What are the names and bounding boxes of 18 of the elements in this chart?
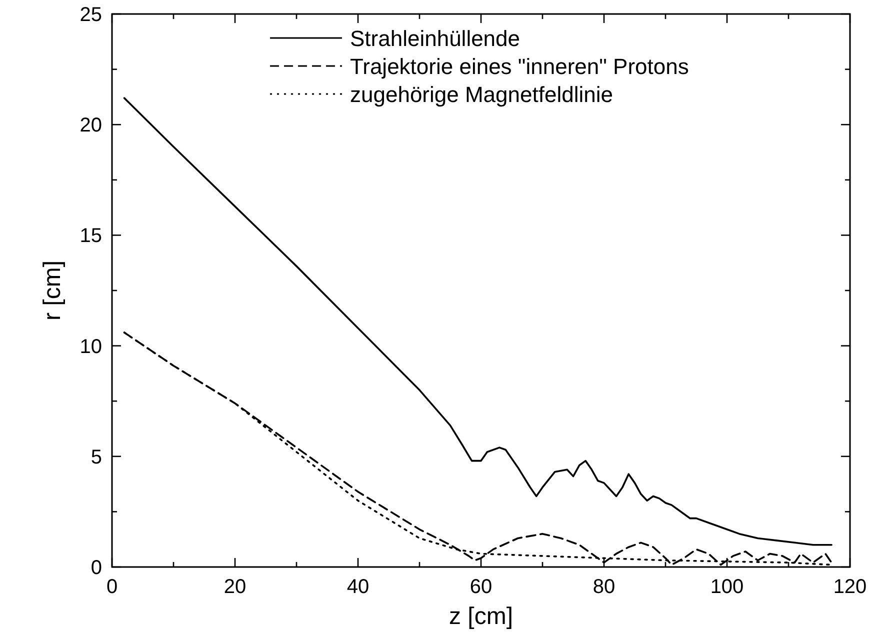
- x-tick-label: 40: [346, 576, 370, 598]
- x-tick-label: 20: [224, 576, 246, 598]
- legend-label: Trajektorie eines "inneren" Protons: [350, 54, 689, 79]
- x-tick-label: 80: [592, 576, 616, 598]
- y-tick-label: 25: [80, 4, 102, 26]
- y-tick-label: 20: [80, 114, 102, 137]
- y-axis-title: r [cm]: [39, 260, 66, 320]
- x-tick-label: 120: [833, 576, 867, 598]
- y-tick-label: 0: [90, 557, 102, 579]
- y-tick-label: 15: [80, 225, 102, 248]
- y-tick-label: 10: [80, 336, 102, 358]
- x-axis-title: z [cm]: [449, 603, 513, 630]
- legend-label: Strahleinhüllende: [350, 26, 520, 51]
- x-tick-label: 100: [710, 576, 744, 598]
- x-tick-label: 0: [106, 576, 118, 598]
- x-tick-label: 60: [470, 576, 492, 598]
- legend-label: zugehörige Magnetfeldlinie: [350, 82, 613, 107]
- y-tick-label: 5: [90, 446, 102, 468]
